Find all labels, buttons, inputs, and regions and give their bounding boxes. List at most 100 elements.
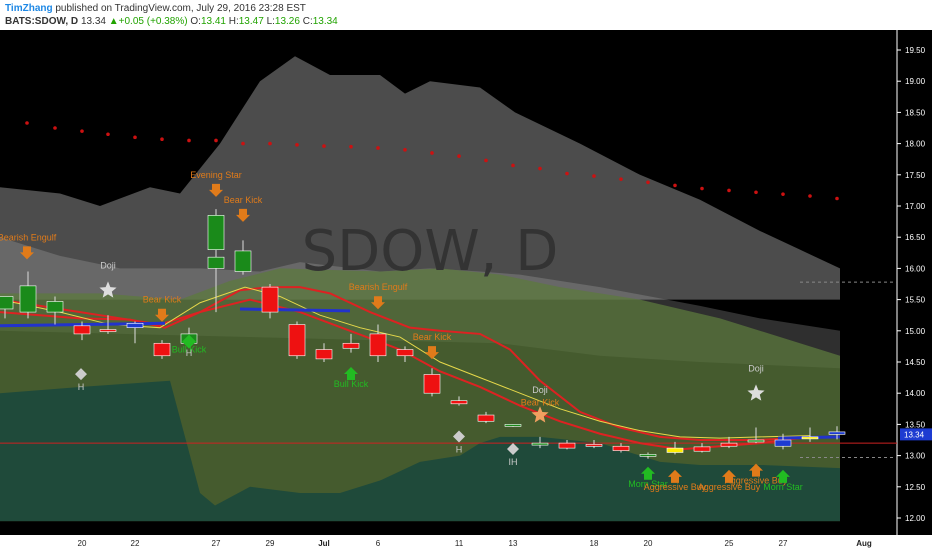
- candle-body: [261, 286, 279, 313]
- x-tick-label: Jul: [318, 539, 330, 548]
- sar-dot: [592, 174, 596, 178]
- pattern-label: Bearish Engulf: [349, 282, 408, 292]
- close-value: 13.34: [312, 16, 338, 27]
- candle-body: [828, 431, 846, 435]
- candle-body: [207, 256, 225, 269]
- pattern-label: IH: [509, 457, 518, 467]
- candle-body: [450, 400, 468, 405]
- candle-body: [801, 436, 819, 440]
- bear-arrow-icon: [425, 346, 439, 360]
- pattern-label: Bear Kick: [521, 398, 560, 408]
- sar-dot: [268, 141, 272, 146]
- up-arrow-icon: ▲: [108, 16, 119, 27]
- pattern-label: Aggressive Buy: [644, 482, 707, 492]
- high-label: H:: [228, 16, 239, 27]
- bear-arrow-icon: [155, 308, 169, 322]
- x-tick-label: 18: [590, 539, 599, 548]
- candle-body: [234, 250, 252, 272]
- y-tick-label: 17.50: [905, 171, 926, 180]
- y-tick-label: 12.00: [905, 514, 926, 523]
- candle-body: [585, 444, 603, 447]
- sar-dot: [322, 144, 326, 148]
- candle-body: [747, 439, 765, 443]
- watermark: SDOW, D: [302, 219, 559, 284]
- y-tick-label: 17.00: [905, 202, 926, 211]
- candle-body: [639, 454, 657, 457]
- bear-arrow-icon: [236, 208, 250, 222]
- bear-arrow-icon: [209, 183, 223, 197]
- sar-dot: [673, 183, 677, 188]
- sar-dot: [106, 132, 110, 137]
- candle-body: [315, 349, 333, 360]
- y-tick-label: 13.00: [905, 452, 926, 461]
- close-label: C:: [302, 16, 313, 27]
- candle-body: [342, 342, 360, 349]
- candle-body: [99, 329, 117, 332]
- x-tick-label: 13: [509, 539, 518, 548]
- sar-dot: [538, 166, 542, 171]
- y-tick-label: 18.50: [905, 108, 926, 117]
- sar-dot: [241, 141, 245, 146]
- chart-header: TimZhang published on TradingView.com, J…: [0, 0, 932, 30]
- x-tick-label: 6: [376, 539, 381, 548]
- candle-body: [126, 323, 144, 328]
- y-tick-label: 14.00: [905, 389, 926, 398]
- candle-body: [612, 445, 630, 451]
- author-link[interactable]: TimZhang: [5, 3, 53, 14]
- pattern-label: Doji: [532, 385, 548, 395]
- pattern-label: Bearish Engulf: [0, 232, 57, 242]
- high-value: 13.47: [238, 16, 264, 27]
- candle-body: [288, 324, 306, 357]
- pattern-label: Bear Kick: [143, 295, 182, 305]
- sar-dot: [808, 194, 812, 198]
- candle-body: [693, 446, 711, 452]
- x-tick-label: 20: [78, 539, 87, 548]
- sar-dot: [619, 177, 623, 181]
- sar-dot: [376, 146, 380, 150]
- blue-level-mid: [239, 307, 351, 313]
- sar-dot: [727, 188, 731, 193]
- sar-dot: [349, 144, 353, 149]
- sar-dot: [511, 163, 515, 168]
- candle-body: [0, 296, 14, 310]
- bear-arrow-icon: [20, 246, 34, 260]
- y-tick-label: 16.50: [905, 233, 926, 242]
- candle-body: [153, 342, 171, 357]
- pattern-label: Bear Kick: [413, 332, 452, 342]
- yellow-moving-average: [0, 286, 811, 439]
- pattern-label: Bull Kick: [334, 379, 369, 389]
- pattern-label: Evening Star: [190, 170, 242, 180]
- sar-dot: [457, 154, 461, 158]
- star-icon: [531, 406, 549, 423]
- diamond-icon: [75, 368, 87, 381]
- sar-dot: [160, 137, 164, 142]
- y-tick-label: 16.00: [905, 264, 926, 273]
- publish-text: published on TradingView.com, July 29, 2…: [55, 3, 306, 14]
- sar-dot: [214, 138, 218, 143]
- pattern-label: Bear Kick: [224, 195, 263, 205]
- diamond-icon: [453, 430, 465, 443]
- low-value: 13.26: [274, 16, 300, 27]
- candle-body: [207, 215, 225, 250]
- candle-body: [477, 414, 495, 422]
- bear-arrow-icon: [371, 296, 385, 310]
- x-tick-label: 25: [725, 539, 734, 548]
- candle-body: [19, 285, 37, 313]
- pattern-label: Morn Star: [628, 479, 668, 489]
- candle-body: [666, 447, 684, 453]
- sar-dot: [133, 135, 137, 140]
- red-moving-average: [0, 286, 811, 441]
- x-tick-label: 27: [779, 539, 788, 548]
- sar-dot: [53, 126, 57, 130]
- bottom-axis-panel: [0, 535, 932, 550]
- y-tick-label: 13.50: [905, 420, 926, 429]
- y-tick-label: 15.50: [905, 296, 926, 305]
- x-tick-label: 27: [212, 539, 221, 548]
- price-chart[interactable]: SDOW, D Bearish Engulf Doji Bear Kick Eveni…: [0, 30, 932, 550]
- buy-arrow-icon: [668, 469, 682, 483]
- last-price-label: 13.34: [904, 430, 925, 439]
- pattern-label: H: [186, 348, 193, 358]
- last-price: 13.34: [80, 16, 106, 27]
- sar-dot: [646, 180, 650, 185]
- pattern-label: H: [78, 382, 85, 392]
